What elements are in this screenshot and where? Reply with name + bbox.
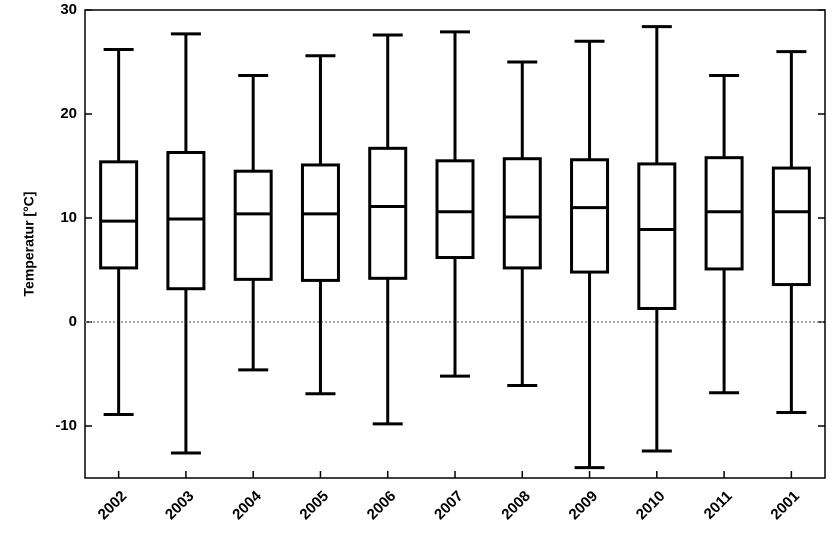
box [233,169,273,281]
x-tick-label: 2006 [364,488,400,524]
box [704,156,744,271]
box [502,157,542,270]
box [368,146,408,280]
y-tick-label: -10 [55,417,77,434]
x-tick-label: 2005 [296,488,332,524]
x-tick-label: 2002 [95,488,131,524]
box [771,166,811,287]
box [300,163,340,282]
y-axis-label: Temperatur [°C] [21,192,37,297]
x-tick-label: 2010 [633,488,669,524]
y-tick-label: 20 [60,105,77,122]
y-tick-label: 0 [69,313,77,330]
x-tick-label: 2007 [431,488,467,524]
box [435,159,475,260]
x-tick-label: 2011 [701,488,736,523]
box [570,158,610,274]
box [99,160,139,270]
x-tick-label: 2009 [566,488,602,524]
x-tick-label: 2003 [162,488,198,524]
box [166,150,206,291]
y-tick-label: 30 [60,1,77,18]
x-tick-label: 2008 [498,488,534,524]
box [637,162,677,310]
x-tick-label: 2004 [229,487,265,523]
x-tick-label: 2001 [767,488,803,524]
y-tick-label: 10 [60,209,77,226]
